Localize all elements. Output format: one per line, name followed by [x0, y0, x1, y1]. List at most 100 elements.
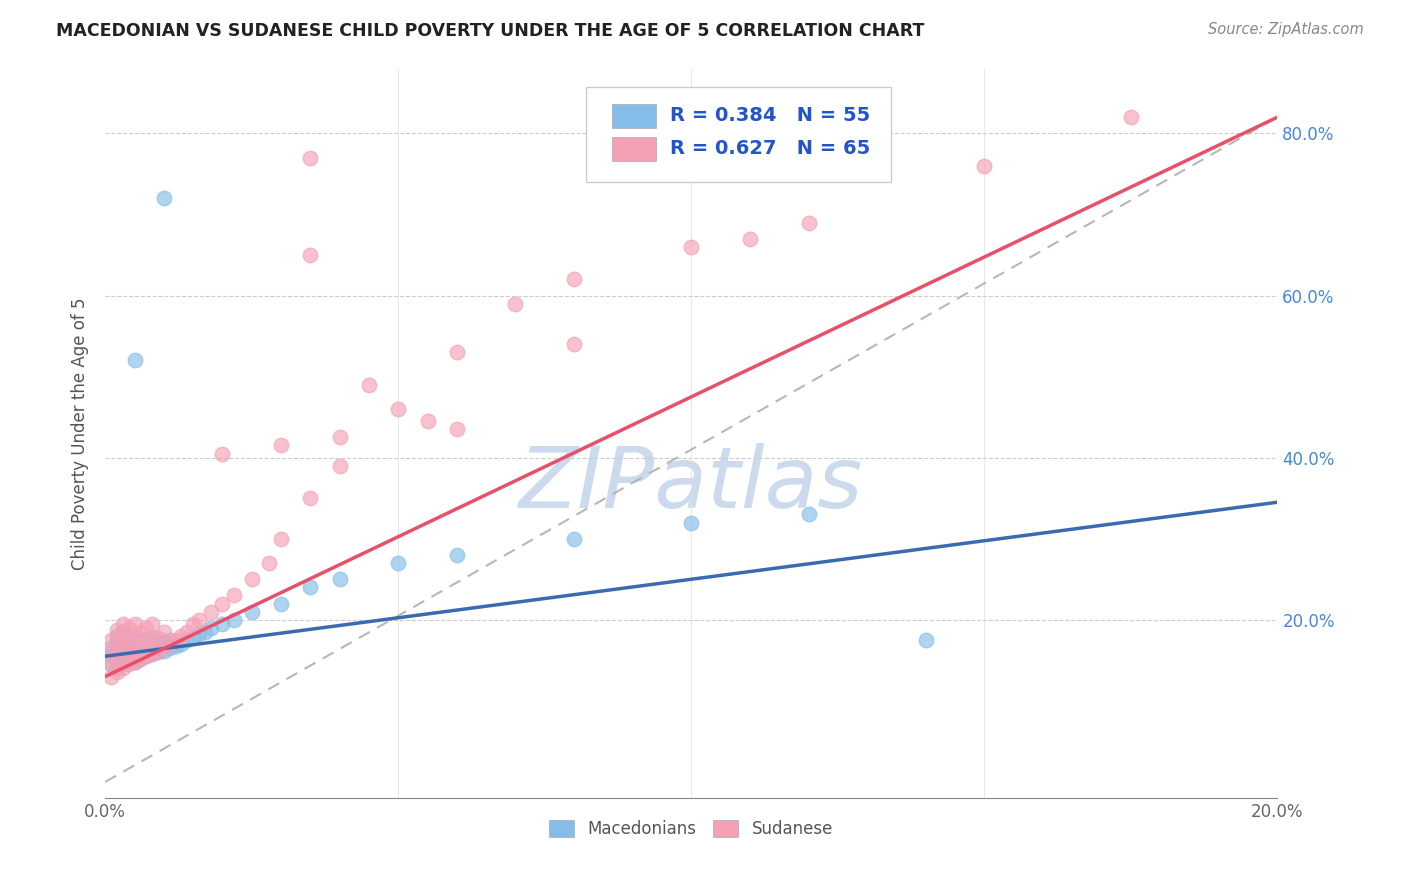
Point	[797, 508, 820, 522]
Text: R = 0.384   N = 55: R = 0.384 N = 55	[671, 106, 870, 126]
Point	[387, 402, 409, 417]
Point	[387, 556, 409, 570]
Point	[299, 248, 322, 262]
Point	[124, 655, 146, 669]
Y-axis label: Child Poverty Under the Age of 5: Child Poverty Under the Age of 5	[72, 297, 89, 570]
Point	[141, 633, 163, 648]
Point	[146, 631, 169, 645]
Point	[111, 633, 134, 648]
Point	[146, 645, 169, 659]
Point	[105, 633, 128, 648]
Point	[200, 621, 222, 635]
Point	[797, 215, 820, 229]
Point	[446, 345, 468, 359]
Text: ZIPatlas: ZIPatlas	[519, 443, 863, 526]
Point	[124, 353, 146, 368]
Point	[141, 647, 163, 661]
Point	[141, 647, 163, 661]
Point	[105, 637, 128, 651]
Point	[129, 635, 152, 649]
Point	[118, 637, 141, 651]
Point	[111, 624, 134, 639]
Point	[118, 653, 141, 667]
Point	[118, 629, 141, 643]
Point	[329, 458, 352, 473]
Point	[562, 272, 585, 286]
Point	[105, 661, 128, 675]
Point	[124, 616, 146, 631]
Point	[159, 633, 181, 648]
Point	[299, 491, 322, 506]
Point	[299, 580, 322, 594]
Point	[124, 643, 146, 657]
Point	[914, 633, 936, 648]
Point	[118, 657, 141, 672]
Point	[505, 296, 527, 310]
Point	[562, 337, 585, 351]
Point	[176, 633, 198, 648]
Point	[105, 645, 128, 659]
Point	[111, 649, 134, 664]
Point	[211, 447, 233, 461]
Point	[111, 649, 134, 664]
Point	[111, 639, 134, 653]
FancyBboxPatch shape	[612, 137, 657, 161]
Point	[165, 639, 187, 653]
Point	[159, 641, 181, 656]
Point	[153, 191, 176, 205]
Point	[124, 631, 146, 645]
Point	[129, 651, 152, 665]
Point	[118, 645, 141, 659]
Text: Source: ZipAtlas.com: Source: ZipAtlas.com	[1208, 22, 1364, 37]
Text: R = 0.627   N = 65: R = 0.627 N = 65	[671, 139, 870, 158]
Point	[165, 633, 187, 648]
Point	[194, 624, 217, 639]
Point	[259, 556, 281, 570]
Point	[100, 633, 122, 648]
Point	[738, 232, 761, 246]
Point	[135, 633, 157, 648]
Point	[124, 655, 146, 669]
Point	[105, 643, 128, 657]
Point	[135, 641, 157, 656]
Point	[446, 548, 468, 562]
Point	[211, 597, 233, 611]
Point	[357, 377, 380, 392]
Text: MACEDONIAN VS SUDANESE CHILD POVERTY UNDER THE AGE OF 5 CORRELATION CHART: MACEDONIAN VS SUDANESE CHILD POVERTY UND…	[56, 22, 925, 40]
Point	[240, 572, 263, 586]
Point	[118, 621, 141, 635]
Point	[124, 631, 146, 645]
Point	[329, 430, 352, 444]
Point	[973, 159, 995, 173]
Point	[141, 616, 163, 631]
Point	[270, 532, 292, 546]
Point	[153, 641, 176, 656]
Point	[159, 637, 181, 651]
Point	[270, 597, 292, 611]
Point	[100, 657, 122, 672]
Point	[681, 516, 703, 530]
FancyBboxPatch shape	[586, 87, 890, 182]
Point	[1119, 110, 1142, 124]
Point	[153, 624, 176, 639]
Point	[135, 635, 157, 649]
Point	[129, 643, 152, 657]
Point	[153, 643, 176, 657]
Point	[129, 624, 152, 639]
Point	[105, 629, 128, 643]
Point	[146, 643, 169, 657]
Point	[100, 641, 122, 656]
Point	[111, 661, 134, 675]
Point	[146, 637, 169, 651]
Point	[200, 605, 222, 619]
Point	[170, 629, 193, 643]
Point	[211, 616, 233, 631]
Point	[129, 639, 152, 653]
Point	[129, 651, 152, 665]
Point	[562, 532, 585, 546]
Point	[188, 613, 211, 627]
Point	[105, 623, 128, 637]
Point	[224, 613, 246, 627]
Point	[181, 616, 204, 631]
Point	[100, 657, 122, 672]
